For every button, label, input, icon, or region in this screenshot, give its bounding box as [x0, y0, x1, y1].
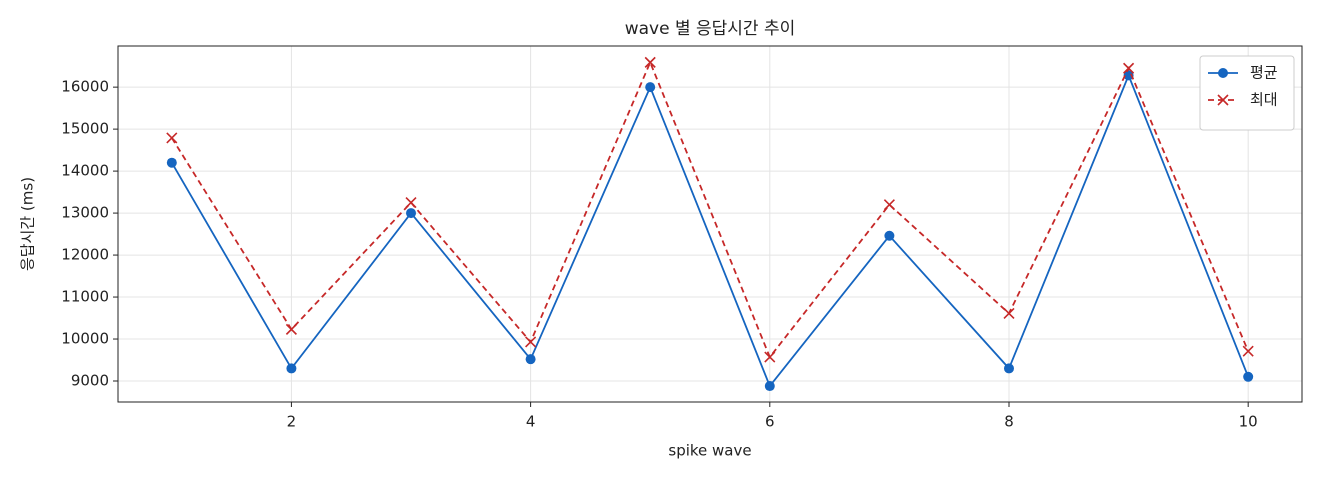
data-point [1243, 371, 1254, 382]
data-point [1003, 363, 1014, 374]
x-tick-label: 6 [765, 413, 775, 431]
plot-frame [117, 45, 1303, 403]
data-point [405, 197, 417, 209]
y-tick-label: 15000 [61, 120, 109, 138]
data-point [406, 208, 417, 219]
legend-label: 최대 [1250, 91, 1278, 109]
data-point [166, 157, 177, 168]
legend-label: 평균 [1250, 64, 1278, 82]
y-tick-label: 12000 [61, 246, 109, 264]
data-point [645, 82, 656, 93]
legend-marker [1218, 68, 1228, 78]
data-point [764, 381, 775, 392]
series-line [171, 72, 1250, 388]
data-point [286, 363, 297, 374]
x-tick-label: 2 [287, 413, 297, 431]
y-axis-label: 응답시간 (ms) [19, 177, 37, 271]
data-point [1003, 307, 1015, 319]
x-tick-label: 10 [1239, 413, 1258, 431]
data-point [1123, 62, 1135, 74]
y-tick-label: 11000 [61, 288, 109, 306]
y-tick-label: 10000 [61, 330, 109, 348]
data-point [285, 323, 297, 335]
data-point [764, 351, 776, 363]
data-point [1242, 345, 1254, 357]
legend-marker [1217, 94, 1229, 106]
data-point [525, 336, 537, 348]
chart-title: wave 별 응답시간 추이 [625, 19, 796, 39]
x-tick-label: 4 [526, 413, 536, 431]
y-tick-label: 14000 [61, 162, 109, 180]
data-point [166, 132, 178, 144]
data-point [884, 230, 895, 241]
data-point [1123, 70, 1134, 81]
x-tick-label: 8 [1004, 413, 1014, 431]
y-tick-label: 9000 [71, 372, 109, 390]
series-line [171, 60, 1250, 359]
y-tick-label: 16000 [61, 78, 109, 96]
x-axis-label: spike wave [668, 442, 751, 460]
y-tick-label: 13000 [61, 204, 109, 222]
data-point [644, 56, 656, 68]
data-point [883, 199, 895, 211]
data-point [525, 354, 536, 365]
legend-box [1199, 55, 1295, 131]
